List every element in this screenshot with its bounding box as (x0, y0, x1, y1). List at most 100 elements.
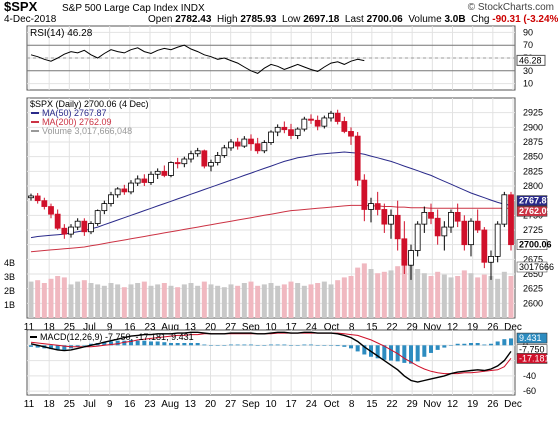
volume-bar (255, 285, 261, 318)
price-value-tag-box (516, 239, 548, 250)
volume-bar (455, 276, 461, 318)
x-tick-label: Sep (242, 322, 260, 333)
candle-body (421, 211, 428, 225)
rsi-tick-label: 10 (523, 79, 533, 89)
candle-body (261, 142, 268, 152)
high-label: High (216, 14, 238, 25)
candle-body (101, 203, 108, 212)
volume-bar (88, 283, 94, 318)
x-tick-label: Dec (504, 322, 522, 333)
candle-body (268, 131, 274, 143)
volume-bar (208, 284, 214, 318)
macd-histogram-bar (475, 343, 480, 346)
macd-histogram-bar (122, 340, 127, 346)
macd-histogram-bar (202, 344, 207, 346)
candle-body (408, 250, 414, 266)
x-tick-label: 18 (44, 322, 56, 333)
candle-body (374, 203, 381, 210)
macd-histogram-bar (269, 344, 273, 346)
x-tick-label: 25 (64, 399, 76, 410)
volume-bar (368, 269, 374, 318)
ma50-value-tag-box (516, 195, 548, 206)
volume-bar (68, 284, 74, 318)
volume-bar (448, 277, 454, 318)
volume-bar (428, 276, 434, 318)
volume-bar (461, 270, 467, 318)
macd-histogram-bar (189, 343, 193, 346)
macd-histogram-bar (329, 345, 333, 346)
volume-bar (108, 283, 114, 318)
legend-entry: MA(200) 2762.09 (42, 117, 112, 127)
candle-body (188, 153, 194, 160)
open-label: Open (148, 14, 173, 25)
candle-body (68, 226, 74, 235)
legend-entry: Volume 3,017,666,048 (42, 126, 132, 136)
candle-body (234, 141, 241, 147)
x-tick-label: Oct (324, 322, 340, 333)
volume-bar (221, 287, 227, 318)
low-value: 2697.18 (303, 14, 340, 25)
candle-body (448, 211, 454, 228)
candle-body (248, 138, 254, 145)
candle-body (148, 173, 154, 183)
x-tick-label: Nov (423, 322, 441, 333)
macd-histogram-bar (355, 345, 360, 352)
x-tick-label: 16 (124, 399, 136, 410)
candle-body (74, 220, 81, 228)
macd-histogram-bar (75, 345, 80, 347)
macd-histogram-bar (142, 340, 147, 346)
candle-body (394, 214, 401, 240)
exchange-code: INDX (180, 3, 205, 14)
price-tick-label: 2800 (523, 181, 543, 191)
candle-body (321, 117, 328, 127)
x-tick-label: Aug (161, 322, 179, 333)
macd-histogram-bar (502, 339, 507, 346)
candle-body (294, 128, 301, 136)
volume-bar (395, 266, 401, 318)
volume-bar (81, 280, 87, 318)
volume-axis-label: 2B (4, 286, 15, 296)
volume-bar (215, 285, 221, 318)
last-label: Last (344, 14, 364, 25)
candle-body (201, 150, 208, 167)
candle-body (454, 211, 461, 222)
candle-body (414, 223, 421, 251)
macd-histogram-bar (429, 345, 433, 353)
candle-body (108, 194, 114, 205)
candle-body (161, 170, 168, 176)
volume-bar (161, 283, 167, 318)
volume-bar (188, 283, 194, 318)
volume-bar (301, 285, 307, 318)
macd-histogram-bar (455, 343, 460, 346)
volume-bar (135, 283, 141, 318)
volume-bar (495, 278, 501, 318)
price-tick-label: 2825 (523, 166, 543, 176)
volume-bar (295, 283, 301, 318)
price-tick-label: 2650 (523, 269, 543, 279)
volume-bar (275, 285, 281, 318)
macd-histogram-bar (342, 345, 347, 347)
macd-histogram-bar (255, 345, 260, 346)
volume-bar (355, 267, 361, 318)
volume-bar (481, 274, 487, 318)
macd-histogram-bar (182, 343, 187, 346)
x-tick-label: 22 (386, 322, 398, 333)
volume-bar (488, 276, 494, 318)
volume-bar (388, 270, 394, 318)
macd-histogram-bar (482, 344, 487, 346)
macd-histogram-bar (349, 345, 353, 349)
candle-body (328, 112, 334, 119)
x-tick-label: 19 (467, 399, 479, 410)
candle-body (221, 147, 228, 156)
candle-body (54, 213, 61, 229)
volume-bar (141, 281, 147, 318)
macd-title: MACD(12,26,9) -7.750, -17.181, 9.431 (40, 332, 194, 342)
x-tick-label: 29 (407, 322, 419, 333)
macd-histogram-bar (129, 339, 133, 346)
candle-body (168, 162, 174, 176)
ma200-value-tag: 2762.09 (519, 206, 552, 216)
x-tick-label: 23 (144, 322, 156, 333)
macd-line (30, 331, 512, 383)
volume-bar (181, 284, 187, 318)
